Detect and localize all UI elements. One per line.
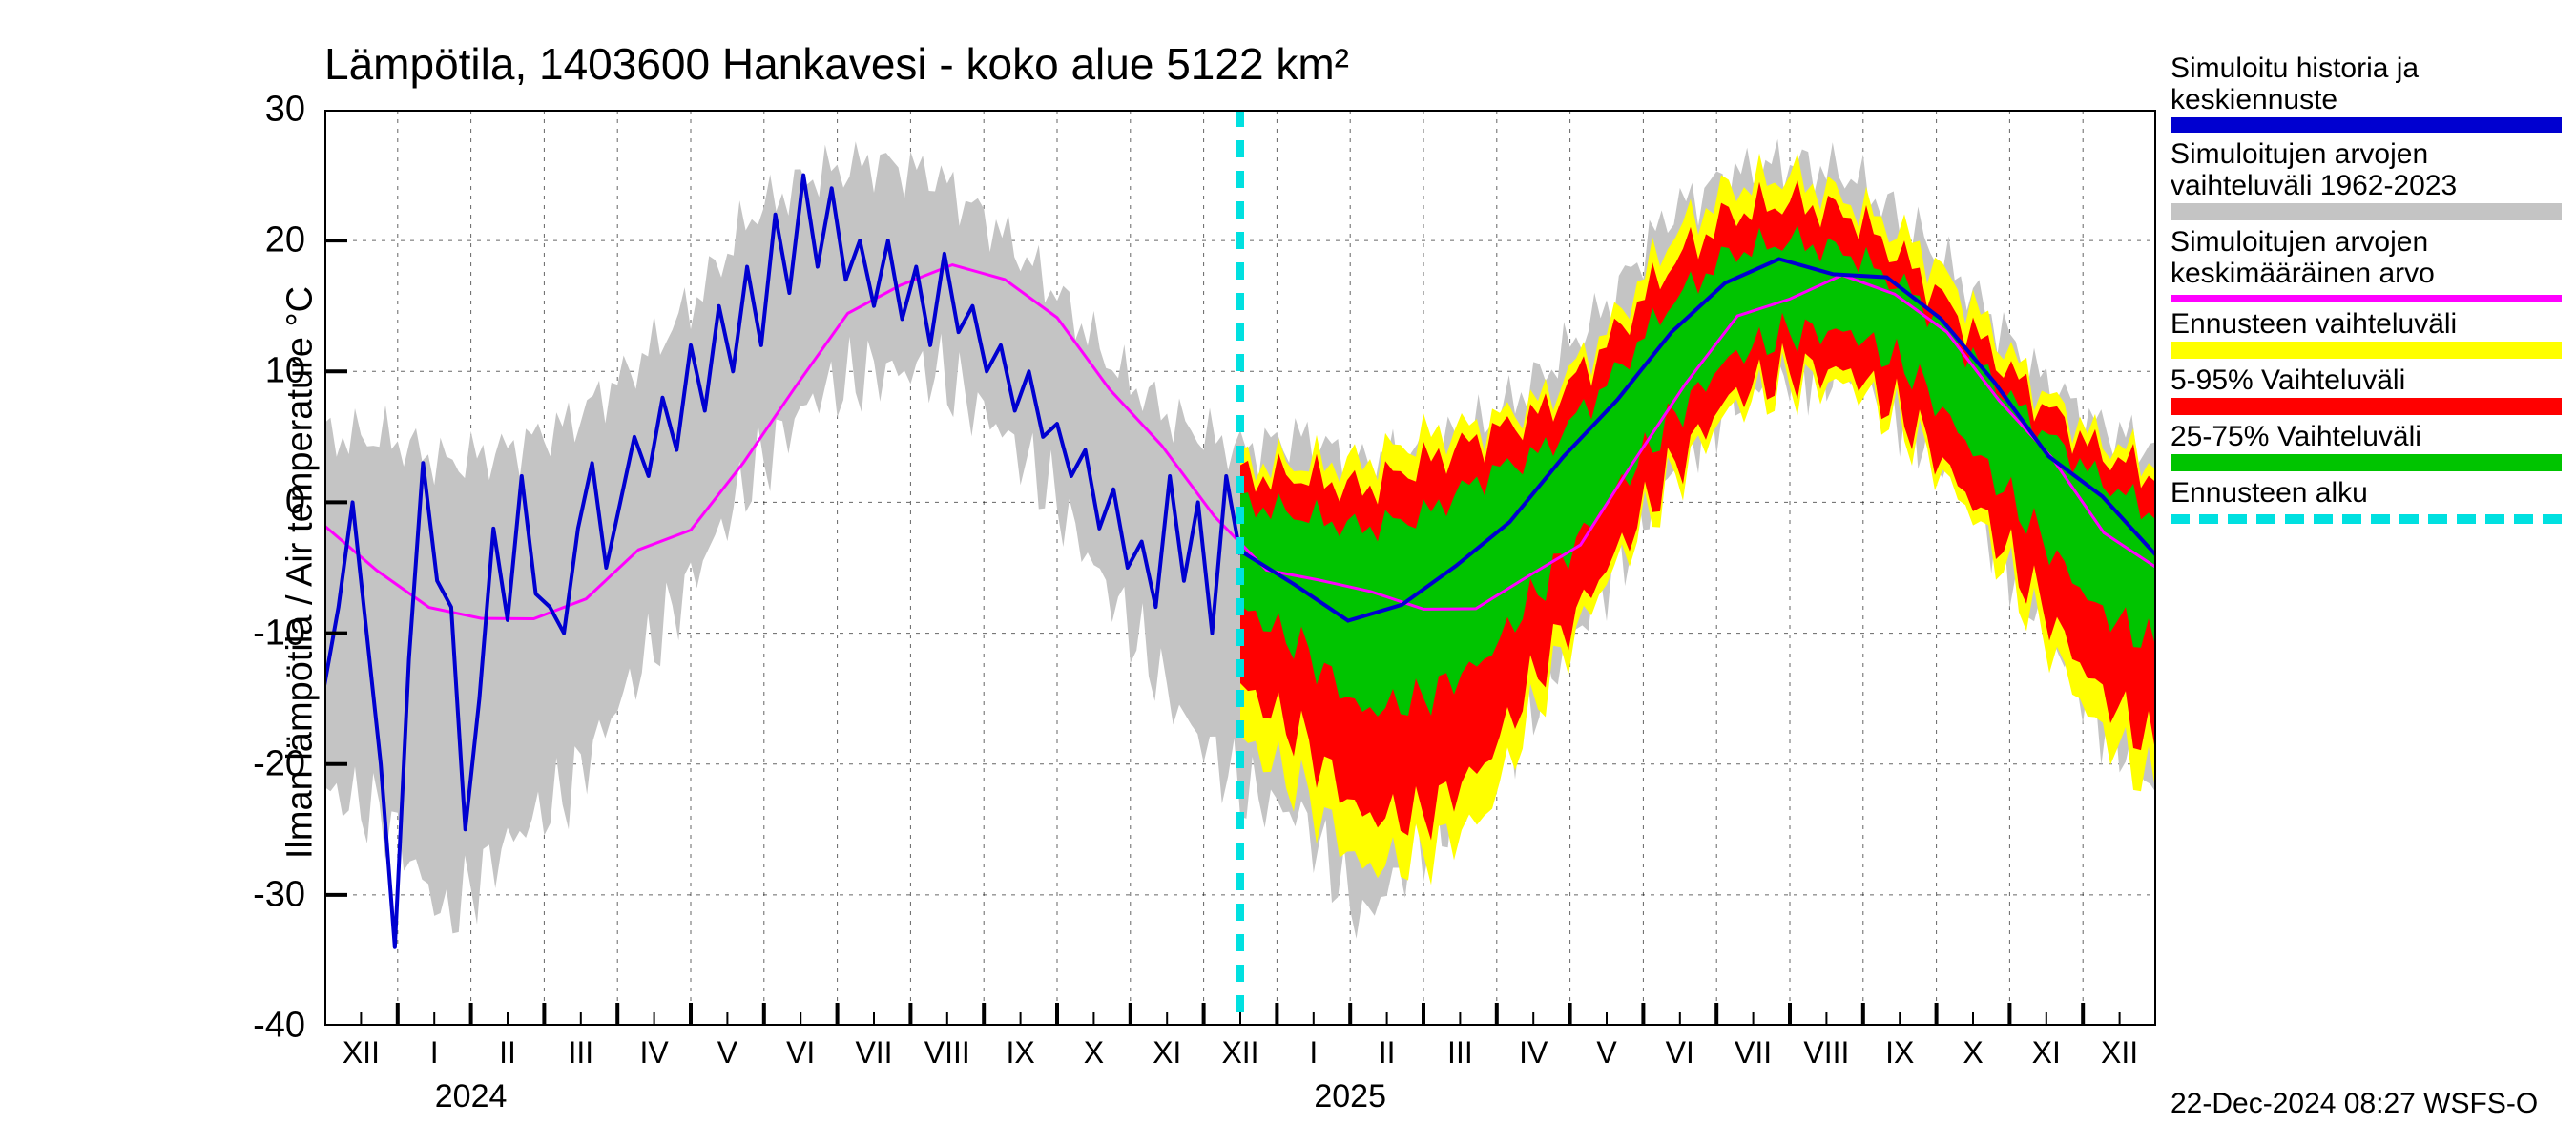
legend-text: 25-75% Vaihteluväli — [2171, 421, 2562, 452]
x-tick-label: V — [717, 1026, 737, 1071]
x-tick-label: IV — [639, 1026, 668, 1071]
legend-item: Ennusteen vaihteluväli — [2171, 308, 2562, 359]
x-tick-label: VIII — [924, 1026, 970, 1071]
legend-text: Simuloitujen arvojen keskimääräinen arvo — [2171, 226, 2562, 289]
y-tick-label: -10 — [229, 613, 305, 654]
legend: Simuloitu historia ja keskiennuste Simulo… — [2171, 52, 2562, 530]
x-tick-label: VII — [1735, 1026, 1772, 1071]
legend-item: Simuloitu historia ja keskiennuste — [2171, 52, 2562, 133]
x-tick-label: VII — [855, 1026, 892, 1071]
x-tick-label: II — [1379, 1026, 1396, 1071]
x-tick-label: X — [1084, 1026, 1104, 1071]
x-tick-label: IV — [1519, 1026, 1548, 1071]
legend-item: Ennusteen alku — [2171, 477, 2562, 524]
chart-container: Ilman lämpötila / Air temperature °C Läm… — [0, 0, 2576, 1145]
x-year-label: 2024 — [435, 1078, 508, 1115]
x-tick-label: II — [499, 1026, 516, 1071]
legend-swatch — [2171, 117, 2562, 133]
x-tick-label: IX — [1885, 1026, 1914, 1071]
legend-swatch — [2171, 514, 2562, 524]
legend-swatch — [2171, 454, 2562, 471]
y-tick-label: 20 — [229, 220, 305, 261]
x-tick-label: XII — [343, 1026, 380, 1071]
x-tick-label: III — [1447, 1026, 1473, 1071]
x-tick-label: XI — [2032, 1026, 2061, 1071]
legend-item: 5-95% Vaihteluväli — [2171, 364, 2562, 415]
legend-text: 5-95% Vaihteluväli — [2171, 364, 2562, 396]
x-tick-label: XII — [1221, 1026, 1258, 1071]
x-tick-label: XII — [2101, 1026, 2138, 1071]
x-tick-label: I — [1309, 1026, 1318, 1071]
x-tick-label: I — [430, 1026, 439, 1071]
legend-swatch — [2171, 295, 2562, 302]
x-tick-label: VIII — [1803, 1026, 1849, 1071]
legend-item: Simuloitujen arvojen vaihteluväli 1962-2… — [2171, 138, 2562, 220]
plot-area: -40-30-20-100102030XIIIIIIIIIVVVIVIIVIII… — [324, 110, 2156, 1026]
y-tick-label: 30 — [229, 90, 305, 131]
chart-title: Lämpötila, 1403600 Hankavesi - koko alue… — [324, 38, 1349, 90]
x-tick-label: VI — [786, 1026, 815, 1071]
legend-item: Simuloitujen arvojen keskimääräinen arvo — [2171, 226, 2562, 302]
plot-svg — [324, 110, 2156, 1026]
legend-swatch — [2171, 398, 2562, 415]
y-tick-label: -20 — [229, 743, 305, 784]
x-tick-label: IX — [1006, 1026, 1034, 1071]
x-year-label: 2025 — [1314, 1078, 1386, 1115]
legend-item: 25-75% Vaihteluväli — [2171, 421, 2562, 471]
x-tick-label: X — [1963, 1026, 1983, 1071]
legend-swatch — [2171, 342, 2562, 359]
legend-text: Ennusteen vaihteluväli — [2171, 308, 2562, 340]
y-tick-label: 0 — [229, 482, 305, 523]
legend-text: Simuloitujen arvojen vaihteluväli 1962-2… — [2171, 138, 2562, 201]
legend-text: Simuloitu historia ja keskiennuste — [2171, 52, 2562, 115]
x-tick-label: V — [1596, 1026, 1616, 1071]
legend-text: Ennusteen alku — [2171, 477, 2562, 509]
legend-swatch — [2171, 203, 2562, 220]
footer-timestamp: 22-Dec-2024 08:27 WSFS-O — [2171, 1088, 2538, 1120]
y-tick-label: -30 — [229, 874, 305, 915]
x-tick-label: VI — [1666, 1026, 1694, 1071]
x-tick-label: XI — [1153, 1026, 1181, 1071]
y-tick-label: 10 — [229, 351, 305, 392]
x-tick-label: III — [568, 1026, 593, 1071]
y-tick-label: -40 — [229, 1006, 305, 1047]
